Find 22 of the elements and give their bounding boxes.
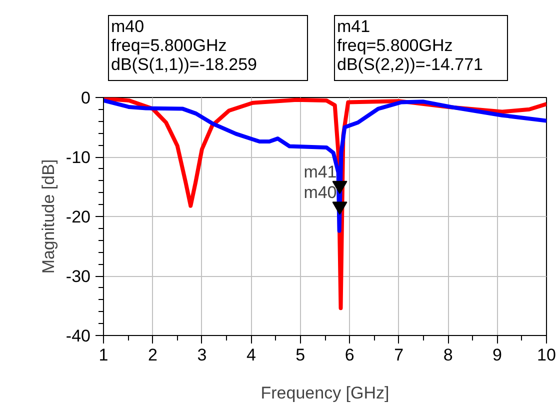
x-tick-label: 9 [492,346,502,364]
x-tick-label: 3 [197,346,207,364]
text: m41 freq=5.800GHz dB(S(2,2))=-14.771 [337,17,483,74]
y-tick-label: -10 [66,148,91,167]
text: m40 freq=5.800GHz dB(S(1,1))=-18.259 [111,17,257,74]
annotation: m40 [304,183,337,202]
x-tick-label: 4 [246,346,256,364]
y-tick-label: -30 [66,267,91,286]
y-tick-label: -20 [66,208,91,226]
y-axis-title: Magnitude [dB] [38,159,58,274]
x-tick-label: 10 [537,346,556,364]
x-axis-title: Frequency [GHz] [260,384,390,402]
x-tick-label: 1 [98,346,108,364]
x-tick-label: 2 [148,346,158,364]
x-tick-label: 7 [394,346,404,364]
y-tick-label: -40 [66,326,91,346]
annotation: m41 [304,162,337,182]
x-tick-label: 6 [344,346,354,364]
x-tick-label: 8 [443,346,453,364]
line-series [104,98,546,233]
y-tick-label: 0 [81,88,91,108]
x-tick-label: 5 [296,346,306,364]
